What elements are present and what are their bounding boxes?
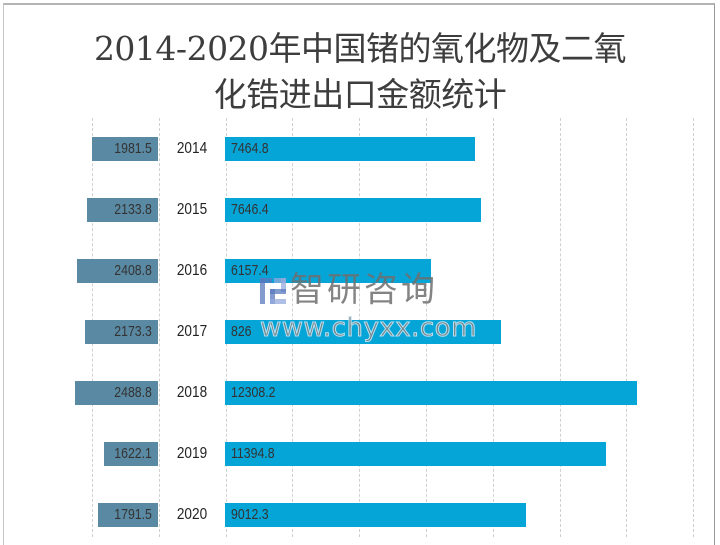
bar-value-label: 9012.3: [231, 506, 269, 523]
category-label: 2018: [176, 384, 207, 401]
category-label: 2017: [176, 323, 207, 340]
bar-value-label: 1622.1: [114, 445, 152, 462]
chart-frame: [3, 3, 715, 545]
gridline: [693, 118, 695, 537]
bar-right-2014: 7464.8: [225, 137, 475, 161]
bar-value-label: 7646.4: [231, 201, 269, 218]
bar-value-label: 6157.4: [231, 262, 269, 279]
category-label: 2016: [176, 262, 207, 279]
bar-value-label: 1791.5: [114, 506, 152, 523]
category-label: 2014: [176, 140, 207, 157]
bar-left-2017: 2173.3: [85, 320, 158, 344]
bar-value-label: 2488.8: [114, 384, 152, 401]
bar-left-2014: 1981.5: [91, 137, 158, 161]
bar-value-label: 2133.8: [114, 201, 152, 218]
chart-title-line-2: 化锆进出口金额统计: [213, 75, 507, 114]
bar-left-2015: 2133.8: [86, 198, 158, 222]
category-label: 2015: [176, 201, 207, 218]
bar-left-2020: 1791.5: [98, 503, 158, 527]
bar-value-label: 7464.8: [231, 140, 269, 157]
bar-value-label: 11394.8: [231, 445, 275, 462]
chart-title-line-1: 2014-2020年中国锗的氧化物及二氧: [93, 29, 627, 68]
bar-right-2018: 12308.2: [225, 381, 637, 405]
category-label: 2020: [176, 506, 207, 523]
bar-right-2015: 7646.4: [225, 198, 481, 222]
bar-value-label: 12308.2: [231, 384, 276, 401]
bar-value-label: 826: [231, 323, 252, 340]
gridline: [559, 118, 561, 537]
gridline: [626, 118, 628, 537]
bar-value-label: 2173.3: [114, 323, 152, 340]
gridline: [158, 118, 160, 537]
bar-value-label: 2408.8: [114, 262, 152, 279]
bar-left-2016: 2408.8: [77, 259, 158, 283]
bar-value-label: 1981.5: [114, 140, 152, 157]
bar-right-2019: 11394.8: [225, 442, 607, 466]
chart-title: 2014-2020年中国锗的氧化物及二氧 化锆进出口金额统计: [0, 26, 720, 118]
bar-right-2016: 6157.4: [225, 259, 431, 283]
bar-left-2019: 1622.1: [103, 442, 158, 466]
category-label: 2019: [176, 445, 207, 462]
bar-right-2017: 826: [225, 320, 502, 344]
bar-right-2020: 9012.3: [225, 503, 527, 527]
bar-left-2018: 2488.8: [74, 381, 158, 405]
